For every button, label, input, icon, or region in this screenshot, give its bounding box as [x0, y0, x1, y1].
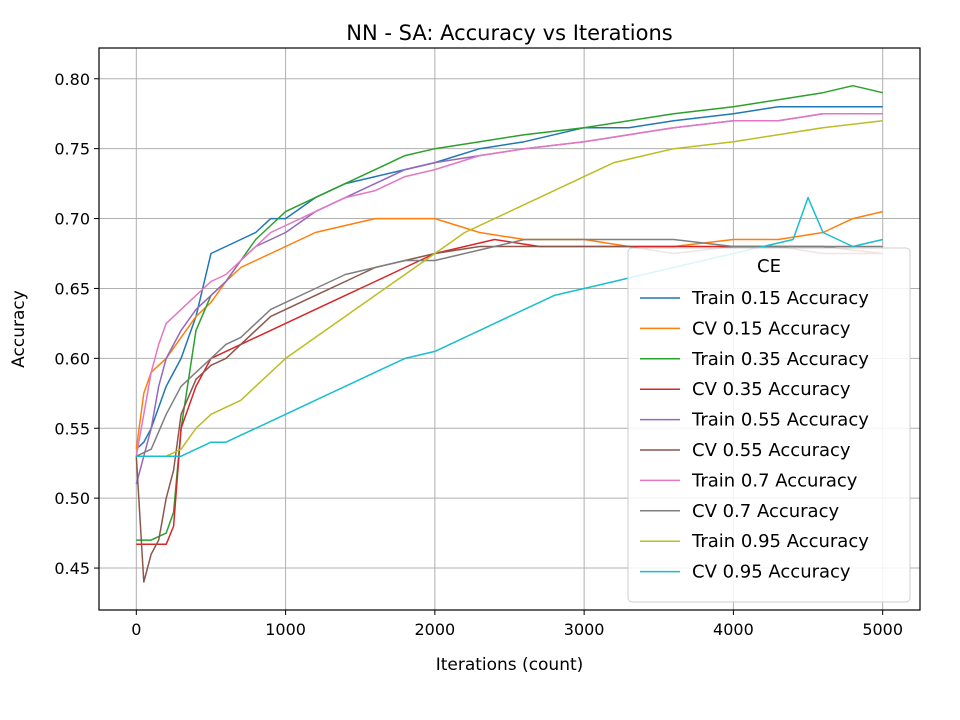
plot-area-frame — [98, 47, 921, 611]
legend-entry-label: Train 0.15 Accuracy — [691, 288, 869, 309]
legend-entry-label: CV 0.35 Accuracy — [692, 379, 851, 400]
y-tick-label: 0.55 — [54, 419, 90, 438]
legend-entry-label: CV 0.15 Accuracy — [692, 318, 851, 339]
y-tick-label: 0.70 — [54, 210, 90, 229]
axis-ticks: 0 1000 2000 3000 4000 5000 0.45 0.50 0.55 0.60 0.6… — [54, 70, 903, 639]
series-line-train-0-7-accuracy — [135, 112, 883, 457]
series-line-cv-0-7-accuracy — [135, 238, 883, 457]
y-tick-label: 0.65 — [54, 279, 90, 298]
x-tick-label: 2000 — [415, 620, 456, 639]
y-tick-label: 0.60 — [54, 349, 90, 368]
y-tick-label: 0.50 — [54, 489, 90, 508]
legend-entry-label: Train 0.95 Accuracy — [691, 531, 869, 552]
y-tick-label: 0.45 — [54, 559, 90, 578]
x-axis-label: Iterations (count) — [436, 655, 584, 675]
y-tick-label: 0.75 — [54, 140, 90, 159]
x-tick-label: 5000 — [862, 620, 903, 639]
series-line-train-0-95-accuracy — [136, 119, 883, 457]
legend-entry-label: CV 0.55 Accuracy — [692, 440, 851, 461]
x-tick-label: 3000 — [564, 620, 605, 639]
legend-entry-label: Train 0.35 Accuracy — [691, 349, 869, 370]
series-line-train-0-35-accuracy — [136, 84, 883, 541]
series-line-cv-0-35-accuracy — [136, 238, 883, 546]
y-axis-label: Accuracy — [9, 290, 29, 368]
legend-entry-label: Train 0.55 Accuracy — [691, 410, 869, 431]
legend: CE Train 0.15 Accuracy CV 0.15 Accuracy Tra… — [627, 247, 911, 603]
x-tick-label: 0 — [131, 620, 141, 639]
x-tick-label: 4000 — [713, 620, 754, 639]
legend-entry-label: CV 0.95 Accuracy — [692, 562, 851, 583]
legend-title: CE — [757, 256, 781, 277]
legend-box — [627, 247, 911, 603]
legend-entry-label: Train 0.7 Accuracy — [691, 470, 858, 491]
y-tick-label: 0.80 — [54, 70, 90, 89]
legend-entry-label: CV 0.7 Accuracy — [692, 501, 839, 522]
chart-title: NN - SA: Accuracy vs Iterations — [346, 21, 672, 45]
x-tick-label: 1000 — [265, 620, 306, 639]
